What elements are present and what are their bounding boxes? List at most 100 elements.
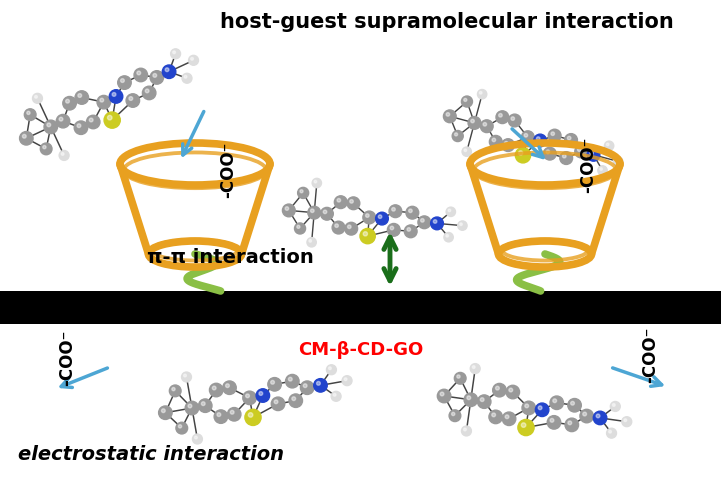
Circle shape [44, 121, 58, 135]
Circle shape [583, 412, 587, 416]
Circle shape [243, 391, 256, 405]
Circle shape [129, 97, 133, 101]
Circle shape [87, 116, 100, 130]
Circle shape [499, 114, 503, 118]
Circle shape [489, 410, 503, 424]
Circle shape [184, 76, 187, 79]
Circle shape [97, 96, 110, 110]
Circle shape [454, 134, 458, 136]
Circle shape [59, 118, 63, 122]
Circle shape [480, 398, 484, 402]
Circle shape [56, 115, 70, 129]
Circle shape [271, 397, 285, 411]
Circle shape [518, 420, 534, 436]
Circle shape [464, 393, 477, 407]
Circle shape [289, 394, 303, 408]
Circle shape [596, 414, 600, 418]
Circle shape [550, 419, 554, 423]
Circle shape [518, 151, 523, 156]
Circle shape [551, 133, 554, 136]
Circle shape [480, 121, 493, 133]
Circle shape [508, 115, 521, 128]
Circle shape [495, 386, 500, 390]
Circle shape [61, 153, 64, 156]
Circle shape [567, 137, 571, 140]
Circle shape [580, 409, 593, 423]
Circle shape [407, 228, 410, 232]
Circle shape [171, 50, 180, 60]
Circle shape [446, 235, 448, 238]
Circle shape [153, 75, 156, 78]
Circle shape [145, 90, 149, 93]
Circle shape [470, 364, 480, 374]
Circle shape [165, 69, 169, 73]
Circle shape [298, 188, 309, 199]
Circle shape [379, 215, 382, 219]
Circle shape [553, 399, 557, 403]
Circle shape [47, 124, 50, 127]
Circle shape [598, 166, 607, 176]
Circle shape [472, 366, 475, 369]
Circle shape [464, 428, 466, 431]
Circle shape [505, 142, 508, 146]
Circle shape [227, 408, 241, 421]
Circle shape [452, 131, 463, 142]
Circle shape [110, 91, 123, 104]
Circle shape [433, 220, 437, 224]
Circle shape [565, 135, 578, 147]
Circle shape [331, 392, 341, 401]
Circle shape [104, 113, 120, 129]
Text: -COO⁻: -COO⁻ [579, 136, 597, 193]
Circle shape [387, 224, 400, 237]
Circle shape [317, 382, 320, 385]
Circle shape [184, 374, 187, 377]
Circle shape [209, 383, 223, 397]
Circle shape [333, 393, 336, 396]
Circle shape [536, 137, 540, 141]
Circle shape [451, 412, 455, 416]
Circle shape [40, 144, 52, 155]
Circle shape [568, 421, 572, 425]
Text: -COO⁻: -COO⁻ [219, 141, 237, 198]
Circle shape [461, 97, 472, 108]
Circle shape [270, 380, 275, 384]
Circle shape [182, 74, 192, 84]
Circle shape [496, 112, 509, 124]
Circle shape [363, 212, 376, 225]
Circle shape [611, 402, 620, 411]
Circle shape [462, 148, 472, 157]
Circle shape [226, 384, 229, 388]
Circle shape [100, 99, 104, 103]
Circle shape [337, 199, 340, 203]
Circle shape [248, 413, 253, 417]
Circle shape [344, 378, 347, 381]
Circle shape [604, 142, 614, 151]
Circle shape [297, 226, 300, 229]
Circle shape [307, 238, 317, 247]
Circle shape [511, 118, 515, 121]
Circle shape [503, 412, 516, 425]
Circle shape [477, 395, 491, 408]
Circle shape [440, 393, 444, 396]
Circle shape [454, 373, 466, 384]
Circle shape [609, 430, 611, 433]
Circle shape [392, 208, 395, 212]
Circle shape [438, 390, 451, 403]
Circle shape [492, 139, 495, 142]
Circle shape [178, 425, 182, 428]
Circle shape [283, 205, 295, 217]
Circle shape [614, 157, 623, 167]
Circle shape [420, 219, 424, 223]
Circle shape [578, 149, 581, 152]
Circle shape [492, 413, 495, 417]
Circle shape [468, 117, 481, 130]
Circle shape [516, 148, 531, 164]
Circle shape [126, 94, 140, 108]
Text: CM-β-CD-GO: CM-β-CD-GO [298, 340, 423, 358]
Circle shape [483, 123, 487, 127]
Circle shape [363, 232, 368, 237]
Circle shape [593, 411, 607, 425]
Circle shape [217, 413, 221, 417]
Circle shape [162, 409, 165, 413]
Circle shape [622, 417, 632, 427]
